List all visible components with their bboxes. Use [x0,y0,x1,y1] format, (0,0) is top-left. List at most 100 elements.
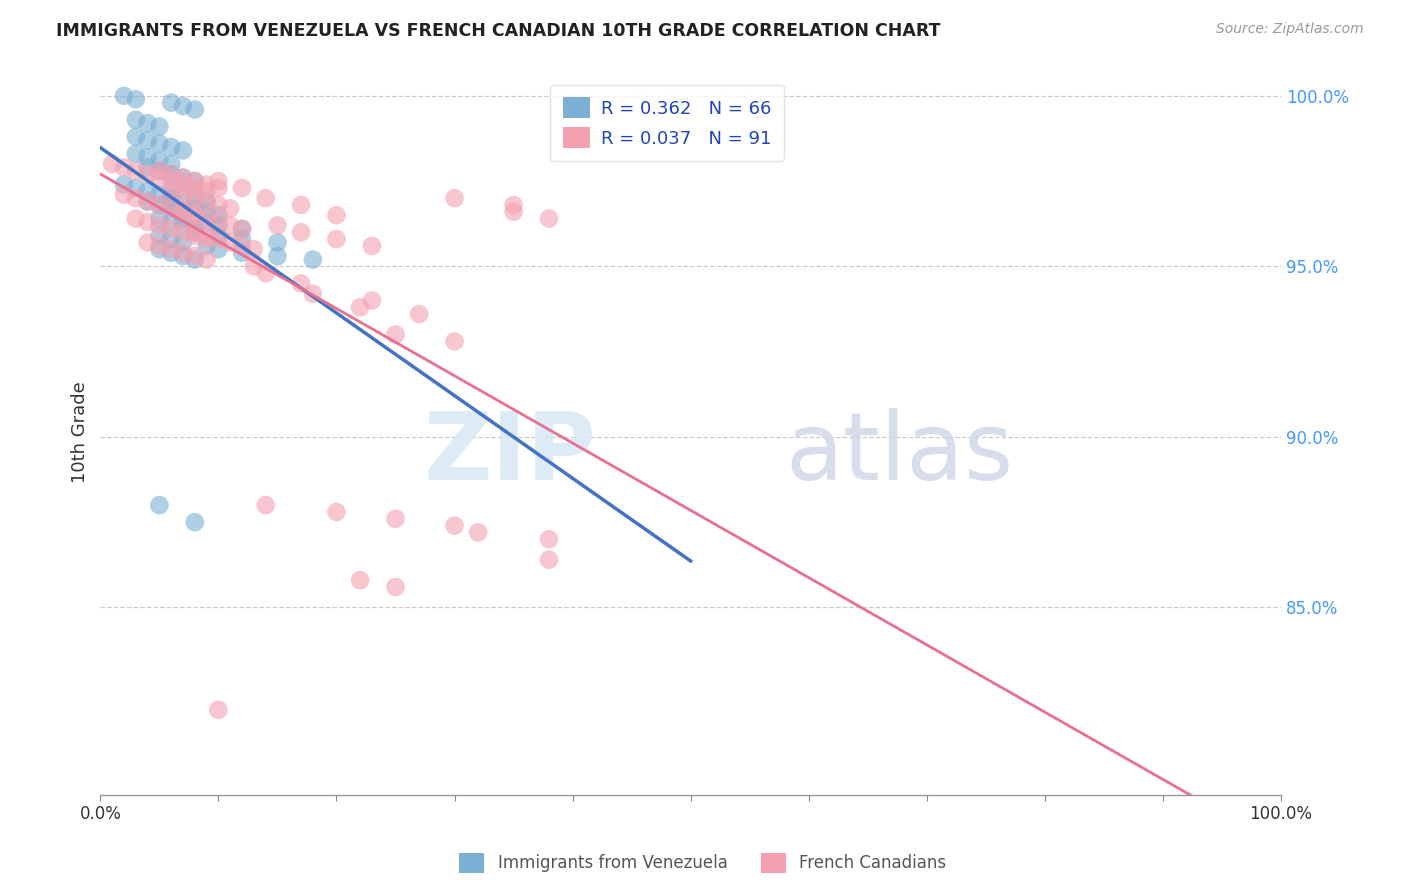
Point [207,703,229,717]
Point [172,204,194,219]
Point [160,215,183,229]
Point [148,219,170,233]
Point [231,222,253,236]
Point [148,498,170,512]
Point [136,194,159,209]
Point [160,140,183,154]
Point [172,187,194,202]
Point [467,525,489,540]
Point [325,232,347,246]
Text: IMMIGRANTS FROM VENEZUELA VS FRENCH CANADIAN 10TH GRADE CORRELATION CHART: IMMIGRANTS FROM VENEZUELA VS FRENCH CANA… [56,22,941,40]
Point [160,174,183,188]
Point [243,242,266,256]
Point [160,245,183,260]
Point [195,211,218,226]
Point [290,225,312,239]
Point [502,204,524,219]
Point [266,219,288,233]
Point [443,518,465,533]
Point [136,194,159,209]
Point [148,170,170,185]
Point [125,146,148,161]
Point [184,208,207,222]
Point [148,228,170,243]
Point [160,95,183,110]
Point [136,161,159,175]
Point [443,334,465,349]
Point [136,184,159,198]
Point [266,249,288,263]
Point [254,266,277,280]
Point [231,232,253,246]
Point [361,239,384,253]
Point [136,150,159,164]
Point [184,249,207,263]
Point [537,533,560,547]
Point [172,235,194,250]
Point [195,215,218,229]
Point [148,120,170,134]
Point [195,252,218,267]
Point [172,204,194,219]
Point [443,191,465,205]
Point [184,208,207,222]
Point [172,178,194,192]
Point [195,194,218,209]
Point [537,211,560,226]
Point [148,239,170,253]
Point [172,204,194,219]
Point [184,202,207,216]
Point [160,157,183,171]
Point [302,252,325,267]
Point [112,161,135,175]
Point [172,225,194,239]
Point [172,187,194,202]
Point [325,505,347,519]
Point [136,167,159,181]
Point [172,170,194,185]
Text: ZIP: ZIP [423,408,596,500]
Point [184,228,207,243]
Y-axis label: 10th Grade: 10th Grade [72,381,89,483]
Point [184,225,207,239]
Point [112,178,135,192]
Point [160,184,183,198]
Point [125,181,148,195]
Point [172,245,194,260]
Point [148,211,170,226]
Text: Source: ZipAtlas.com: Source: ZipAtlas.com [1216,22,1364,37]
Point [148,164,170,178]
Point [243,260,266,274]
Point [148,242,170,256]
Point [231,181,253,195]
Point [219,235,242,250]
Point [384,327,406,342]
Point [136,215,159,229]
Point [184,174,207,188]
Legend: Immigrants from Venezuela, French Canadians: Immigrants from Venezuela, French Canadi… [453,847,953,880]
Point [290,198,312,212]
Point [148,164,170,178]
Point [148,198,170,212]
Point [184,515,207,529]
Point [184,222,207,236]
Point [125,112,148,127]
Point [290,277,312,291]
Point [172,249,194,263]
Point [112,187,135,202]
Point [172,211,194,226]
Point [408,307,430,321]
Point [254,498,277,512]
Point [184,103,207,117]
Point [207,242,229,256]
Point [325,208,347,222]
Point [207,208,229,222]
Point [349,573,371,587]
Point [172,219,194,233]
Point [195,184,218,198]
Point [195,178,218,192]
Text: atlas: atlas [785,408,1014,500]
Point [184,174,207,188]
Point [148,136,170,151]
Point [207,174,229,188]
